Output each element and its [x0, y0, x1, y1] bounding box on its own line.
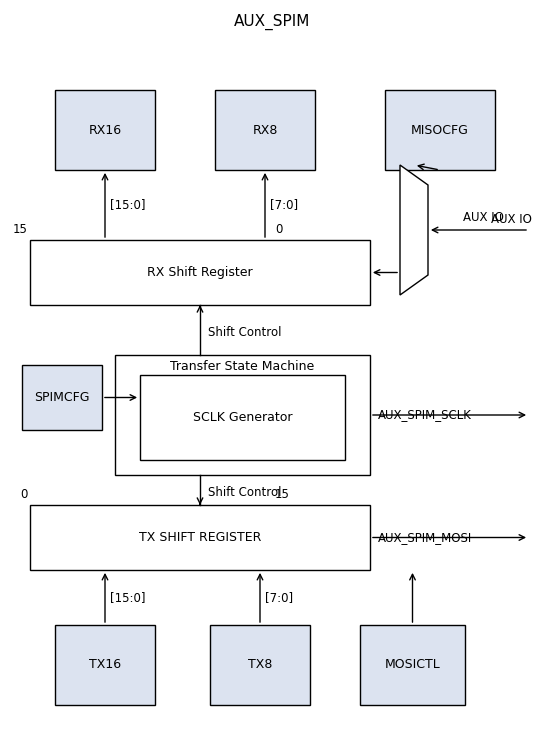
Bar	[140, 375, 345, 460]
Text: SPIMCFG: SPIMCFG	[34, 391, 90, 404]
Bar	[215, 90, 315, 170]
Bar	[115, 355, 370, 475]
Bar	[385, 90, 495, 170]
Text: MOSICTL: MOSICTL	[385, 659, 441, 671]
Text: AUX_SPIM: AUX_SPIM	[234, 14, 310, 30]
Bar	[30, 505, 370, 570]
Text: [15:0]: [15:0]	[110, 198, 145, 212]
Text: 15: 15	[13, 223, 28, 236]
Text: 15: 15	[275, 488, 289, 501]
Text: Shift Control: Shift Control	[208, 326, 281, 338]
Text: Transfer State Machine: Transfer State Machine	[170, 360, 314, 374]
Text: AUX IO: AUX IO	[463, 211, 504, 224]
Text: [7:0]: [7:0]	[270, 198, 298, 212]
Text: RX Shift Register: RX Shift Register	[147, 266, 253, 279]
Text: TX SHIFT REGISTER: TX SHIFT REGISTER	[139, 531, 261, 544]
Bar	[30, 240, 370, 305]
Text: AUX_SPIM_SCLK: AUX_SPIM_SCLK	[378, 408, 472, 422]
Polygon shape	[400, 165, 428, 295]
Text: [15:0]: [15:0]	[110, 591, 145, 604]
Text: MISOCFG: MISOCFG	[411, 124, 469, 136]
Text: Shift Control: Shift Control	[208, 485, 281, 499]
Text: [7:0]: [7:0]	[265, 591, 293, 604]
Text: 0: 0	[21, 488, 28, 501]
Text: RX16: RX16	[89, 124, 121, 136]
Bar	[360, 625, 465, 705]
Bar	[55, 625, 155, 705]
Text: 0: 0	[275, 223, 282, 236]
Bar	[55, 90, 155, 170]
Text: AUX IO: AUX IO	[491, 213, 532, 226]
Text: RX8: RX8	[252, 124, 277, 136]
Text: AUX_SPIM_MOSI: AUX_SPIM_MOSI	[378, 531, 472, 544]
Text: SCLK Generator: SCLK Generator	[193, 411, 292, 424]
Bar	[210, 625, 310, 705]
Text: TX16: TX16	[89, 659, 121, 671]
Text: TX8: TX8	[248, 659, 272, 671]
Bar	[22, 365, 102, 430]
